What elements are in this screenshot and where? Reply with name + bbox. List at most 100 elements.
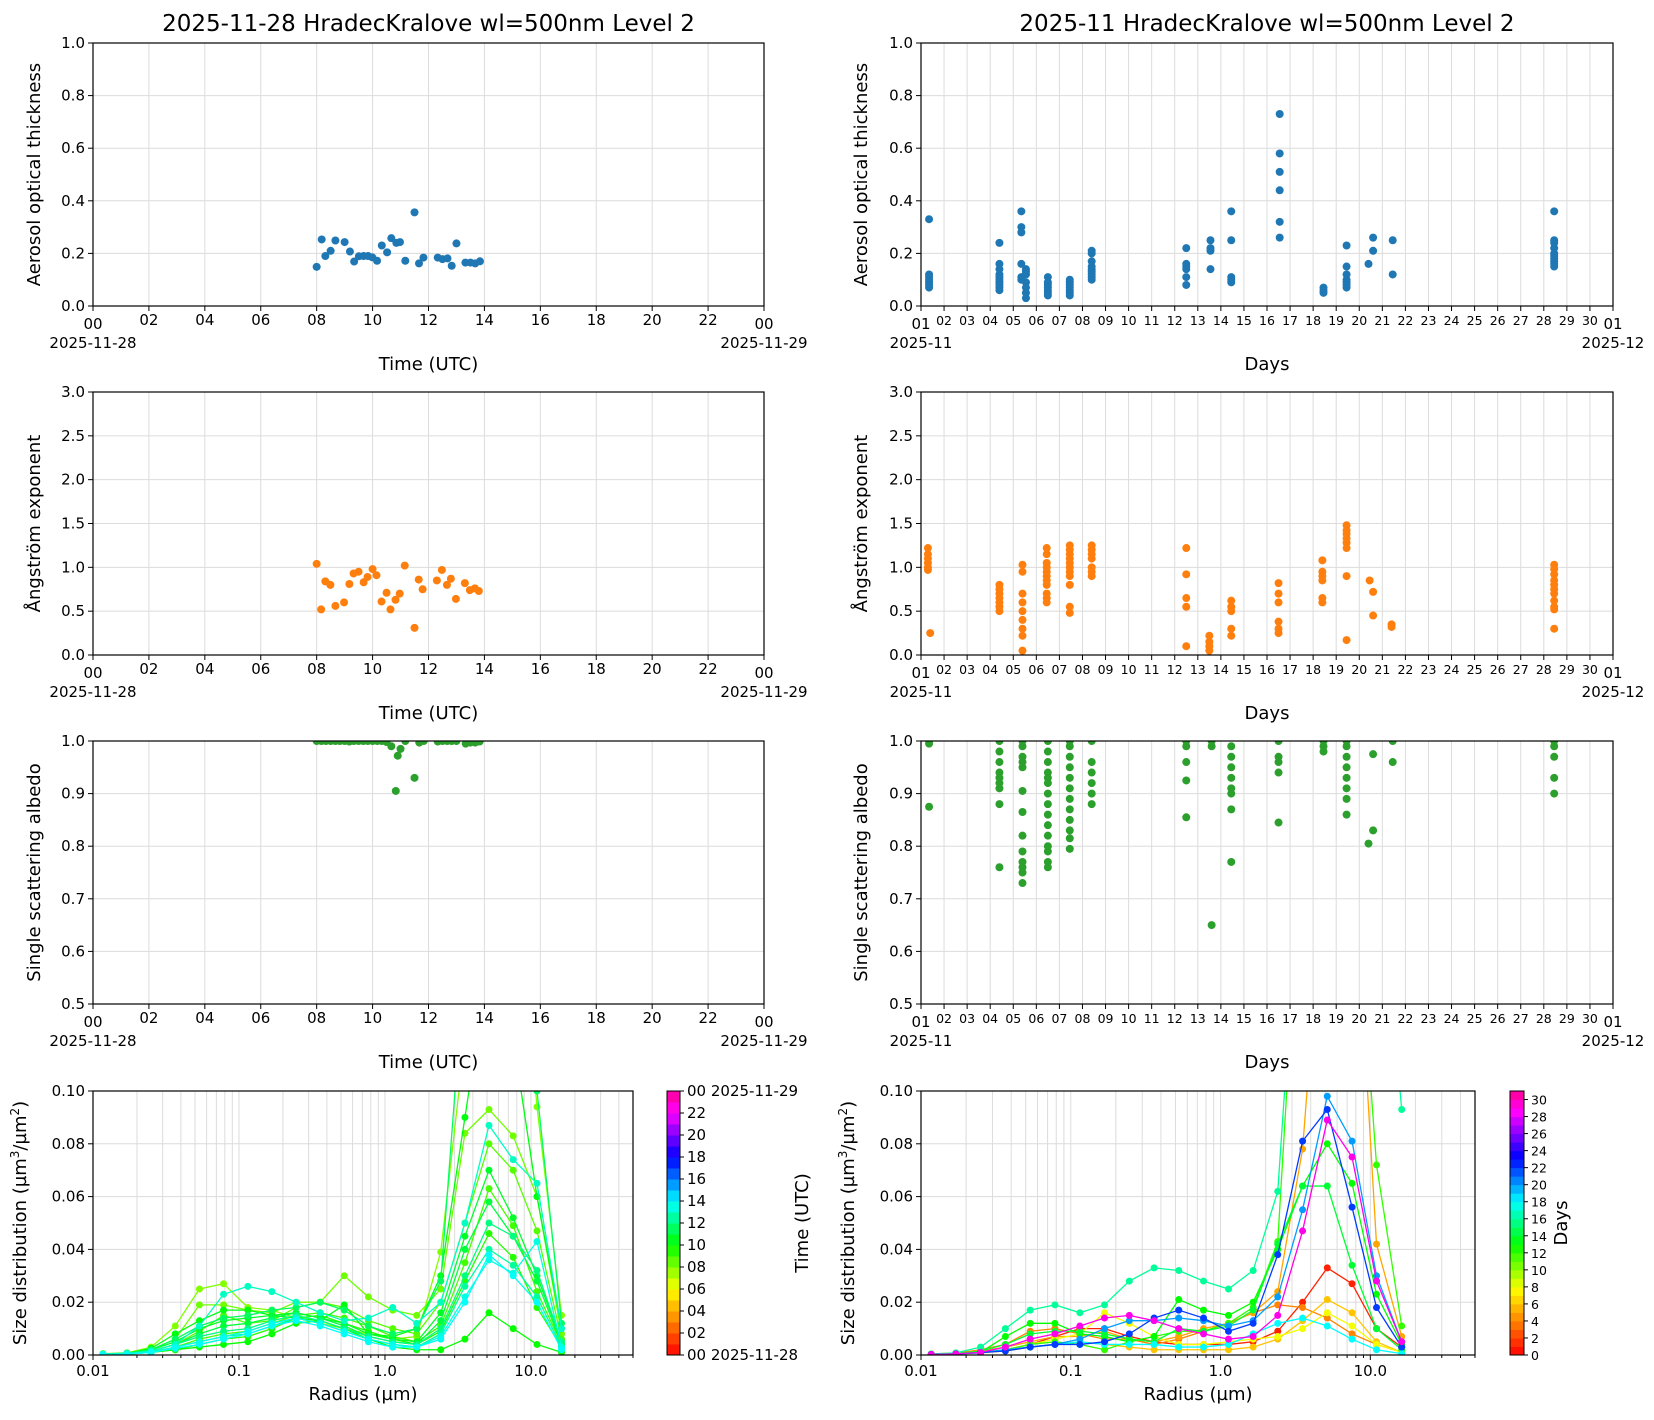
series-marker (1224, 1322, 1232, 1330)
data-point (1342, 283, 1351, 292)
colorbar-tick-label: 18 (1531, 1195, 1547, 1210)
series-marker (220, 1306, 228, 1314)
series-marker (1200, 1343, 1208, 1351)
colorbar-segment (1510, 1142, 1524, 1152)
series-marker (1224, 1311, 1232, 1319)
axes-frame (92, 740, 765, 1005)
y-tick-label: 0.2 (61, 244, 85, 262)
data-point (1043, 789, 1052, 798)
x-tick-label: 06 (251, 660, 270, 678)
series-marker (1249, 1343, 1257, 1351)
y-tick-label: 1.0 (61, 732, 85, 750)
x-tick-label: 22 (699, 660, 718, 678)
x-date-label-start: 2025-11-28 (49, 334, 136, 352)
colorbar-tick-label: 10 (1531, 1263, 1547, 1278)
colorbar-label: Time (UTC) (792, 1173, 813, 1274)
data-point (1182, 594, 1191, 603)
series-marker (1051, 1319, 1059, 1327)
series-marker (244, 1338, 252, 1346)
colorbar-segment (667, 1256, 680, 1268)
data-point (373, 256, 382, 265)
data-point (1227, 789, 1236, 798)
x-axis-label: Radius (µm) (308, 1384, 417, 1405)
data-point (923, 544, 932, 553)
data-point (331, 236, 340, 245)
series-marker (220, 1340, 228, 1348)
colorbar-segment (667, 1311, 680, 1323)
colorbar-segment (667, 1124, 680, 1136)
series-marker (1101, 1309, 1109, 1317)
series-marker (268, 1322, 276, 1330)
data-point (1206, 265, 1215, 274)
subplot-2: 0.0 0.2 0.4 0.6 0.8 1.0 01 02 03 04 05 06 07 08 09 10 11… (851, 11, 1644, 375)
series-marker (244, 1306, 252, 1314)
data-point (1369, 750, 1378, 759)
colorbar-tick-label: 06 (687, 1280, 706, 1298)
x-tick-label: 19 (1328, 1011, 1344, 1026)
series-marker (340, 1272, 348, 1280)
data-point (345, 579, 354, 588)
colorbar-segment (1510, 1244, 1524, 1254)
x-tick-label: 30 (1582, 1011, 1598, 1026)
x-axis-label: Radius (µm) (1143, 1384, 1252, 1405)
data-point (995, 863, 1004, 872)
series-line (931, 1304, 1402, 1355)
x-tick-label: 08 (1075, 313, 1091, 328)
colorbar-segment (1510, 1167, 1524, 1177)
series-marker (1398, 1350, 1406, 1355)
colorbar-segment (667, 1146, 680, 1158)
series-marker (1224, 1340, 1232, 1348)
data-point (1065, 752, 1074, 761)
colorbar-segment (1510, 1227, 1524, 1237)
series-marker (533, 1227, 541, 1235)
subplot-4: 0.0 0.5 1.0 1.5 2.0 2.5 3.0 01 02 03 04 05 06 07 08 09 1… (850, 383, 1644, 724)
series-line (931, 1142, 1403, 1355)
colorbar-tick-label: 20 (687, 1126, 706, 1144)
x-tick-label: 04 (982, 1011, 998, 1026)
series-marker (220, 1335, 228, 1343)
x-tick-label: 24 (1444, 1011, 1460, 1026)
series-marker (244, 1282, 252, 1290)
y-tick-label: 0.2 (889, 244, 913, 262)
data-point (1043, 810, 1052, 819)
series-marker (533, 1237, 541, 1245)
series-marker (1348, 1153, 1356, 1161)
x-tick-label: 21 (1374, 662, 1390, 677)
y-tick-label: 2.5 (889, 427, 913, 445)
data-point (1227, 207, 1236, 216)
series-marker (1299, 1182, 1307, 1190)
data-point (1018, 607, 1027, 616)
colorbar-segment (667, 1344, 680, 1356)
subplot-8: 0.000.020.040.060.080.100.01 0.1 1.0 10.0Ra… (836, 1082, 1572, 1405)
y-axis-label: Ångström exponent (23, 435, 45, 613)
data-point (345, 247, 354, 256)
y-tick-label: 0.06 (52, 1188, 85, 1206)
y-tick-label: 3.0 (61, 383, 85, 401)
x-tick-label: 14 (1213, 662, 1229, 677)
x-tick-label: 10 (1121, 313, 1137, 328)
x-axis-label: Days (1245, 354, 1290, 375)
y-tick-label: 0.08 (880, 1135, 913, 1153)
x-tick-label: 08 (307, 311, 326, 329)
series-marker (510, 692, 517, 699)
colorbar-tick-label: 22 (687, 1104, 706, 1122)
x-date-label-start: 2025-11 (890, 1032, 953, 1050)
data-point (1042, 550, 1051, 559)
x-tick-label: 07 (1051, 313, 1067, 328)
data-point (1182, 776, 1191, 785)
x-tick-label: 10 (363, 311, 382, 329)
data-point (1018, 646, 1027, 655)
y-tick-label: 1.0 (889, 34, 913, 52)
x-tick-label: 02 (139, 311, 158, 329)
data-point (1065, 773, 1074, 782)
series-marker (1249, 1267, 1257, 1275)
data-point (1550, 752, 1559, 761)
data-point (1065, 742, 1074, 751)
grid (92, 740, 765, 1005)
data-point (1274, 589, 1283, 598)
colorbar-segment (1510, 1193, 1524, 1203)
data-point (1182, 265, 1191, 274)
x-tick-label: 04 (195, 1009, 214, 1027)
series-marker (1274, 1319, 1282, 1327)
colorbar-tick-label: 2 (1531, 1331, 1539, 1346)
